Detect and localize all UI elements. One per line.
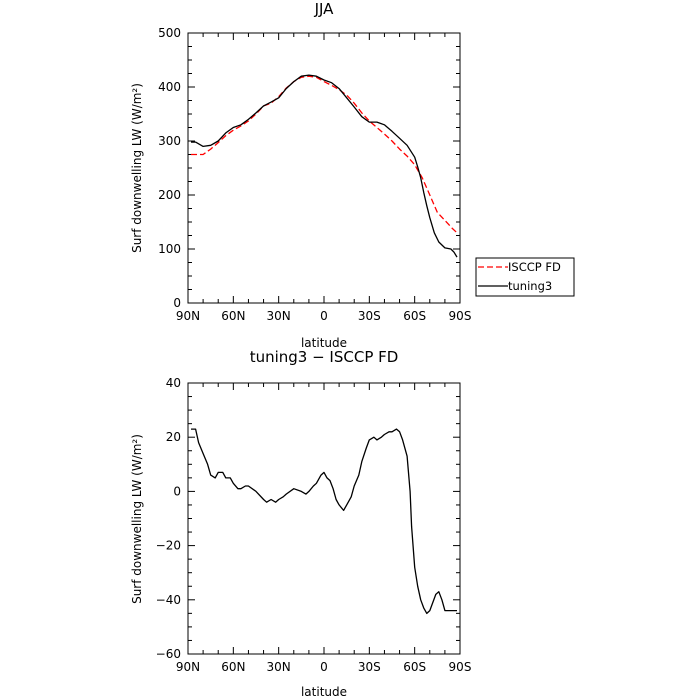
bottom-plot-frame — [187, 382, 461, 655]
legend: ISCCP FD tuning3 — [475, 257, 575, 297]
top-plot-frame — [187, 32, 461, 304]
top-x-tick-label: 30S — [358, 309, 381, 323]
top-x-tick-label: 90S — [449, 309, 472, 323]
top-y-tick-label: 300 — [158, 134, 181, 148]
bottom-chart-panel: tuning3 − ISCCP FD latitude Surf downwel… — [130, 348, 471, 699]
bottom-y-tick-label: −40 — [156, 593, 181, 607]
bottom-x-tick-label: 60S — [403, 660, 426, 674]
bottom-x-tick-label: 90S — [449, 660, 472, 674]
bottom-y-tick-label: −20 — [156, 539, 181, 553]
bottom-x-tick-label: 60N — [221, 660, 245, 674]
top-x-tick-label: 30N — [267, 309, 291, 323]
top-series-line-tuning3 — [191, 74, 458, 258]
top-x-tick-label: 90N — [176, 309, 200, 323]
bottom-x-tick-label: 30N — [267, 660, 291, 674]
bottom-series-line-0 — [191, 428, 457, 615]
top-y-tick-label: 0 — [173, 296, 181, 310]
top-series-line-isccp-fd — [191, 75, 458, 234]
legend-label-tuning3: tuning3 — [508, 279, 552, 293]
legend-frame — [475, 257, 575, 297]
top-chart-y-label: Surf downwelling LW (W/m²) — [130, 83, 144, 253]
top-x-tick-label: 0 — [320, 309, 328, 323]
bottom-chart-axes: 90N 60N 30N 0 30S 60S 90S −60 −40 −20 0 20 40 — [156, 376, 472, 674]
bottom-chart-y-label: Surf downwelling LW (W/m²) — [130, 434, 144, 604]
top-chart-title: JJA — [314, 0, 335, 18]
bottom-x-tick-label: 30S — [358, 660, 381, 674]
top-y-tick-label: 200 — [158, 188, 181, 202]
bottom-y-tick-label: 40 — [166, 376, 181, 390]
legend-label-isccp-fd: ISCCP FD — [508, 260, 561, 274]
top-y-tick-label: 100 — [158, 242, 181, 256]
top-chart-panel: JJA latitude Surf downwelling LW (W/m²) … — [130, 0, 471, 350]
top-y-tick-label: 400 — [158, 80, 181, 94]
top-x-tick-label: 60S — [403, 309, 426, 323]
bottom-x-tick-label: 90N — [176, 660, 200, 674]
top-y-tick-label: 500 — [158, 26, 181, 40]
top-chart-x-label: latitude — [301, 336, 347, 350]
bottom-y-tick-label: 0 — [173, 484, 181, 498]
bottom-chart-title: tuning3 − ISCCP FD — [250, 348, 399, 366]
top-x-tick-label: 60N — [221, 309, 245, 323]
top-chart-axes: 90N 60N 30N 0 30S 60S 90S 0 100 200 300 400 500 — [158, 26, 471, 323]
bottom-chart-series — [191, 428, 457, 615]
bottom-y-tick-label: −60 — [156, 647, 181, 661]
bottom-chart-x-label: latitude — [301, 685, 347, 699]
bottom-x-tick-label: 0 — [320, 660, 328, 674]
bottom-y-tick-label: 20 — [166, 430, 181, 444]
top-chart-series — [191, 74, 458, 258]
